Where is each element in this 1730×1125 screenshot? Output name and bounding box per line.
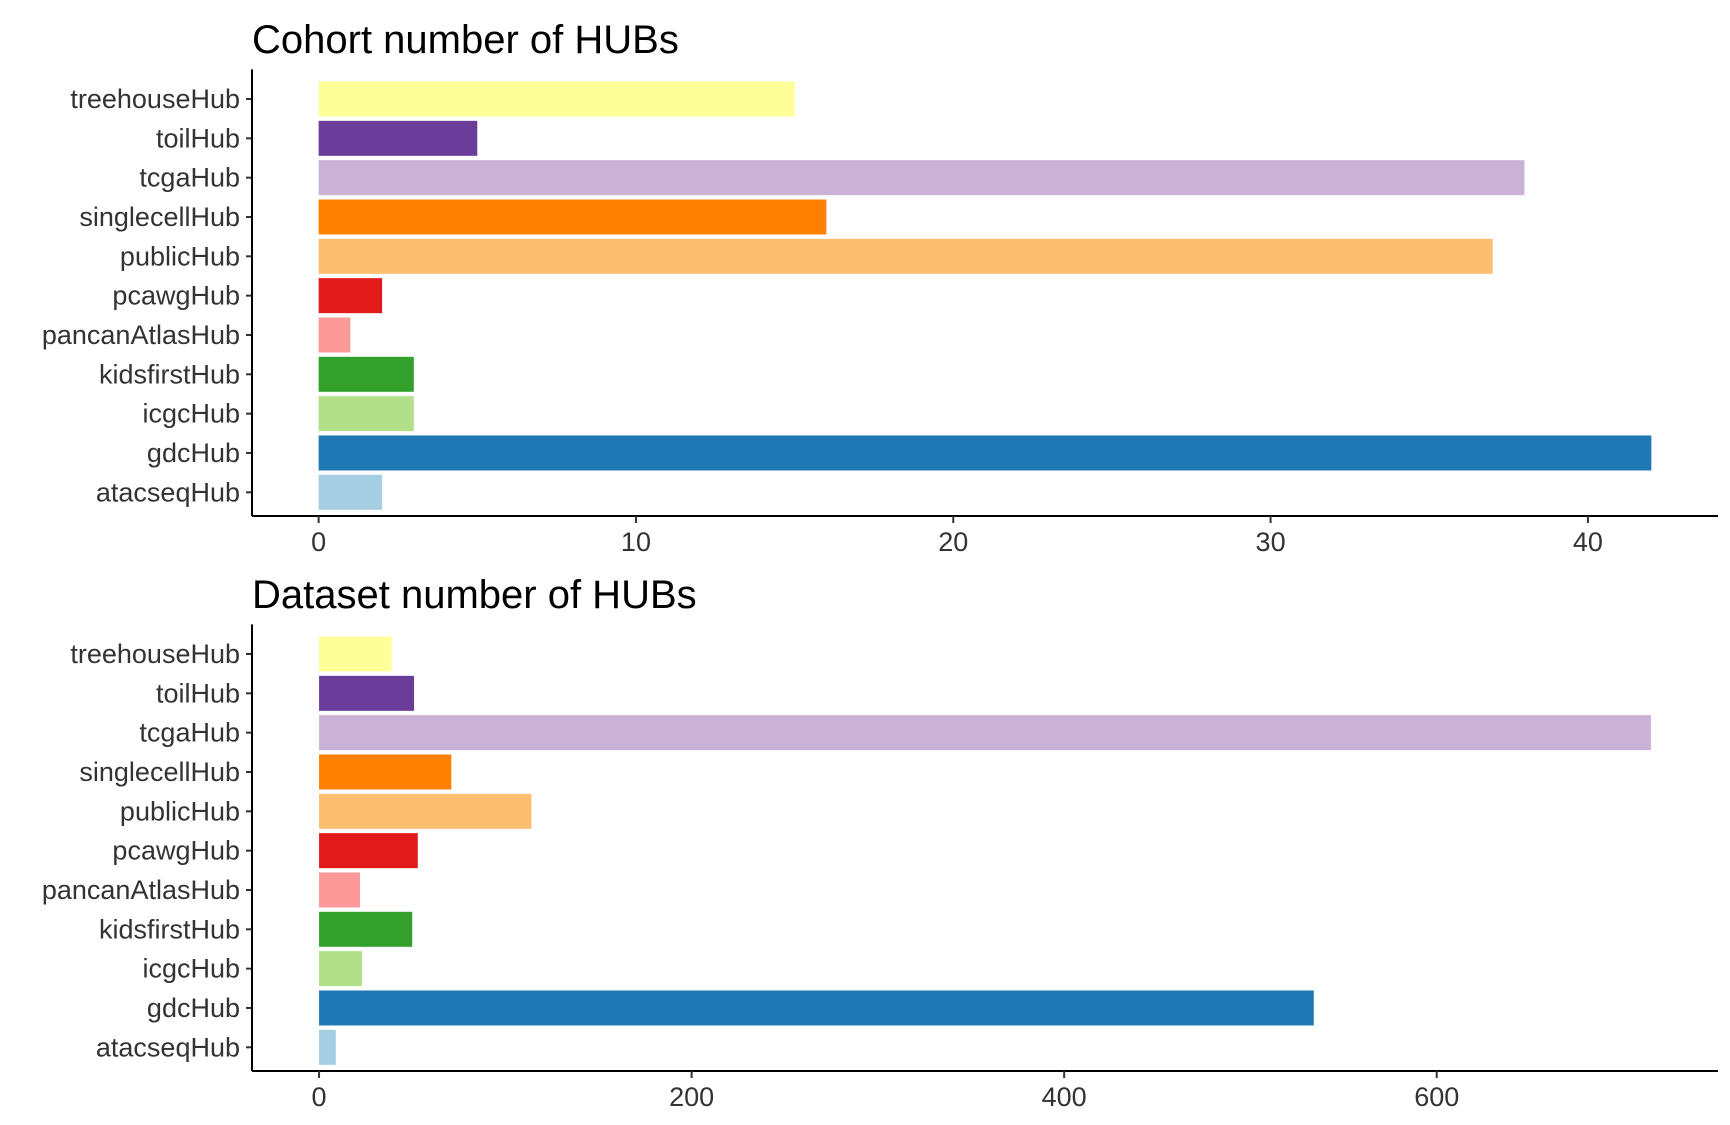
dataset-x-tick-label: 400 — [1042, 1082, 1087, 1112]
dataset-bar-publicHub — [319, 793, 532, 829]
cohort-category-label: singlecellHub — [79, 202, 240, 232]
dataset-category-label: atacseqHub — [96, 1032, 240, 1062]
dataset-category-label: icgcHub — [142, 954, 240, 984]
cohort-category-label: treehouseHub — [70, 84, 240, 114]
cohort-x-tick-label: 30 — [1256, 527, 1286, 557]
cohort-x-tick-label: 20 — [938, 527, 968, 557]
cohort-category-label: toilHub — [156, 123, 240, 153]
dataset-bar-kidsfirstHub — [319, 911, 413, 947]
dataset-bar-treehouseHub — [319, 636, 392, 672]
cohort-bar-atacseqHub — [318, 474, 383, 510]
dataset-category-label: tcgaHub — [139, 718, 240, 748]
cohort-category-label: tcgaHub — [139, 163, 240, 193]
cohort-chart-title: Cohort number of HUBs — [252, 18, 679, 62]
cohort-category-label: kidsfirstHub — [99, 359, 240, 389]
cohort-bar-gdcHub — [318, 435, 1652, 471]
dataset-x-tick-label: 200 — [669, 1082, 714, 1112]
dataset-bar-singlecellHub — [319, 754, 452, 790]
dataset-bar-atacseqHub — [319, 1029, 336, 1065]
cohort-category-label: gdcHub — [147, 438, 240, 468]
dataset-category-label: pancanAtlasHub — [42, 875, 240, 905]
cohort-bar-treehouseHub — [318, 81, 795, 117]
dataset-category-label: gdcHub — [147, 993, 240, 1023]
dataset-bar-icgcHub — [319, 951, 362, 987]
dataset-category-label: treehouseHub — [70, 639, 240, 669]
cohort-x-tick-label: 0 — [311, 527, 326, 557]
dataset-category-label: pcawgHub — [112, 836, 240, 866]
cohort-bar-pancanAtlasHub — [318, 317, 351, 353]
cohort-bar-kidsfirstHub — [318, 356, 414, 392]
dataset-category-label: publicHub — [120, 796, 240, 826]
cohort-category-label: pancanAtlasHub — [42, 320, 240, 350]
cohort-category-label: publicHub — [120, 241, 240, 271]
cohort-category-label: pcawgHub — [112, 281, 240, 311]
dataset-category-label: singlecellHub — [79, 757, 240, 787]
dataset-category-label: toilHub — [156, 678, 240, 708]
dataset-bar-pcawgHub — [319, 833, 418, 869]
dataset-bar-gdcHub — [319, 990, 1314, 1026]
cohort-bar-publicHub — [318, 238, 1493, 274]
cohort-category-label: icgcHub — [142, 399, 240, 429]
cohort-x-tick-label: 40 — [1573, 527, 1603, 557]
cohort-bar-icgcHub — [318, 396, 414, 432]
dataset-category-label: kidsfirstHub — [99, 914, 240, 944]
cohort-bar-pcawgHub — [318, 278, 383, 314]
cohort-category-label: atacseqHub — [96, 477, 240, 507]
dataset-x-tick-label: 600 — [1414, 1082, 1459, 1112]
cohort-bar-toilHub — [318, 120, 478, 156]
dataset-bar-toilHub — [319, 675, 415, 711]
dataset-bar-tcgaHub — [319, 715, 1651, 751]
cohort-bar-tcgaHub — [318, 160, 1525, 196]
cohort-x-tick-label: 10 — [621, 527, 651, 557]
dataset-x-tick-label: 0 — [312, 1082, 327, 1112]
dataset-bar-pancanAtlasHub — [319, 872, 361, 908]
cohort-bar-singlecellHub — [318, 199, 827, 235]
cohort-chart-panel: Cohort number of HUBs treehouseHub toilHu… — [42, 18, 1718, 557]
dataset-chart-panel: Dataset number of HUBs treehouseHub toilH… — [42, 573, 1718, 1112]
dataset-chart-title: Dataset number of HUBs — [252, 573, 697, 617]
